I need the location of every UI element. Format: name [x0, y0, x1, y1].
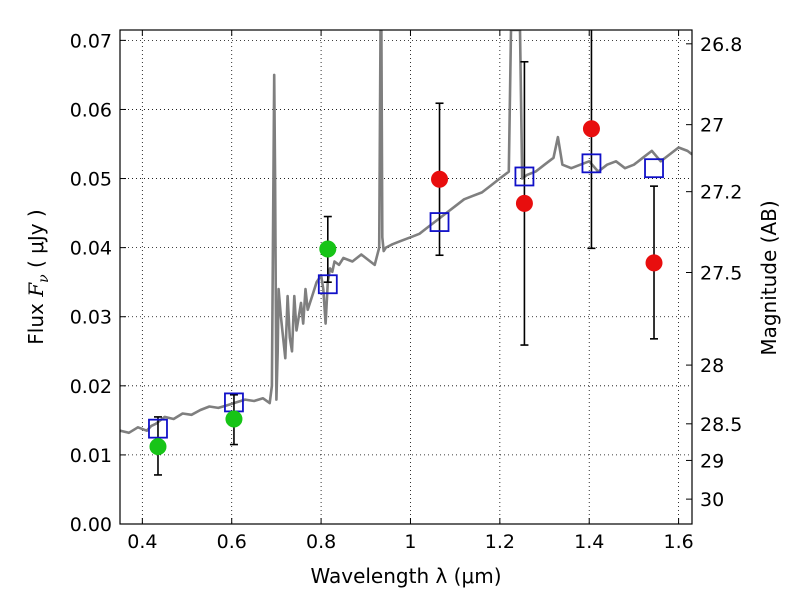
plot-frame — [119, 29, 693, 525]
data-marks — [148, 30, 664, 476]
x-tick-label: 0.4 — [127, 531, 157, 553]
y-tick-label: 0.04 — [70, 238, 112, 260]
x-tick-label: 1 — [404, 531, 416, 553]
y-tick-label: 0.02 — [70, 376, 112, 398]
model-square — [514, 166, 535, 187]
red-point — [645, 254, 663, 272]
x-tick-label: 0.8 — [306, 531, 336, 553]
x-tick-label: 0.6 — [217, 531, 247, 553]
y-axis-label-suffix: ( μJy ) — [24, 209, 48, 274]
y-tick-label: 0.00 — [70, 514, 112, 536]
red-point — [515, 194, 533, 212]
model-square — [317, 274, 338, 295]
y2-tick-label: 28.5 — [700, 414, 742, 436]
x-axis-label: Wavelength λ (μm) — [310, 564, 501, 588]
model-square — [581, 153, 602, 174]
y-axis-label-subscript: ν — [36, 274, 52, 283]
y2-tick-label: 27 — [700, 115, 724, 137]
spectrum-line — [120, 30, 692, 435]
y-tick-label: 0.06 — [70, 99, 112, 121]
x-tick-label: 1.6 — [663, 531, 693, 553]
green-point — [225, 410, 243, 428]
model-square — [644, 158, 664, 179]
y2-tick-label: 29 — [700, 450, 724, 472]
y-tick-label: 0.05 — [70, 169, 112, 191]
green-point — [319, 240, 337, 258]
model-square — [429, 212, 450, 232]
red-point — [582, 120, 600, 138]
spectrum-layer — [120, 30, 692, 435]
y-tick-label: 0.07 — [70, 30, 112, 52]
y-axis-label: Flux Fν ( μJy ) — [24, 209, 52, 344]
y2-tick-label: 30 — [700, 489, 724, 511]
y-axis-label-prefix: Flux — [24, 297, 48, 345]
y2-tick-label: 27.5 — [700, 263, 742, 285]
y2-tick-label: 27.2 — [700, 182, 742, 204]
y2-tick-label: 26.8 — [700, 34, 742, 56]
y-tick-label: 0.01 — [70, 445, 112, 467]
axes: 0.4 0.6 0.8 1 1.2 1.4 1.6 0.00 0.01 0.02 0.03 0.04 0… — [70, 30, 742, 553]
y-tick-label: 0.03 — [70, 307, 112, 329]
x-tick-label: 1.2 — [485, 531, 515, 553]
y2-axis-label: Magnitude (AB) — [757, 200, 781, 355]
y-axis-label-symbol: F — [24, 282, 48, 298]
red-point — [431, 170, 449, 188]
model-square — [148, 418, 168, 439]
green-point — [149, 438, 167, 456]
y2-tick-label: 28 — [700, 355, 724, 377]
x-tick-label: 1.4 — [574, 531, 604, 553]
